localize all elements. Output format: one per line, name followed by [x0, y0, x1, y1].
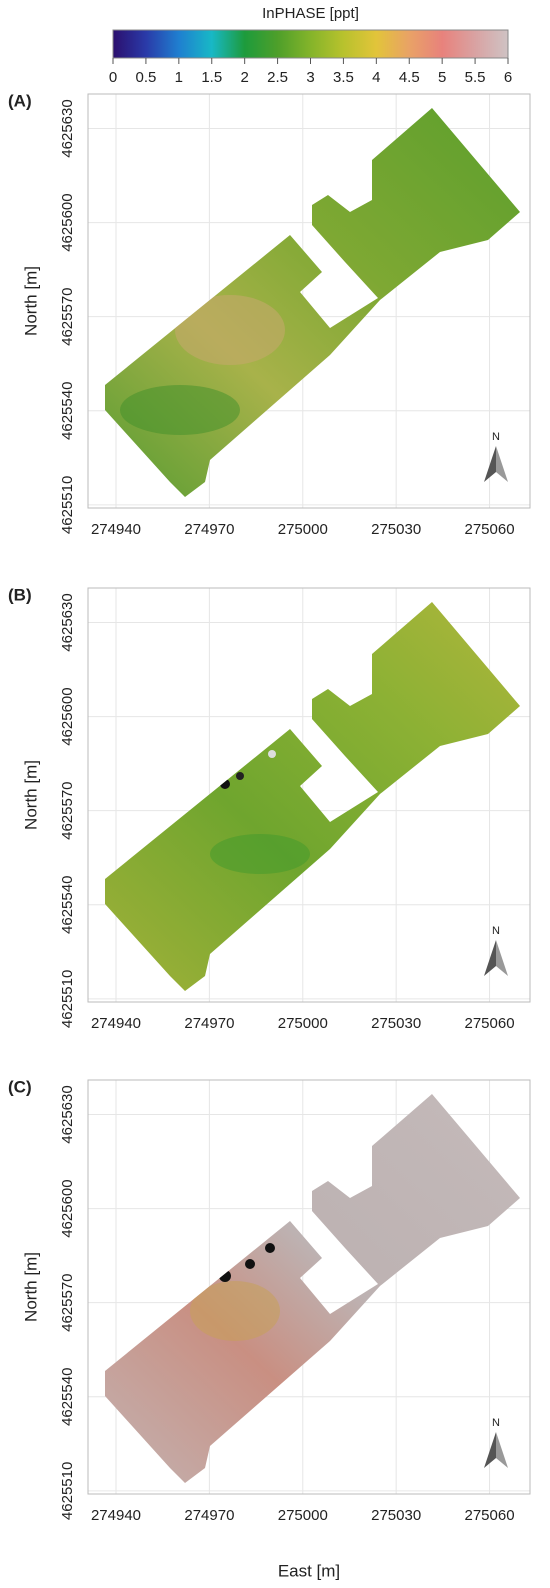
y-tick-label: 4625600: [59, 687, 76, 745]
x-tick-label: 274940: [91, 521, 141, 538]
colorbar-tick-label: 2.5: [267, 69, 288, 86]
colorbar-tick-label: 0.5: [135, 69, 156, 86]
north-arrow: [496, 940, 508, 976]
colorbar-tick-label: 5.5: [465, 69, 486, 86]
panel-label: (C): [8, 1077, 32, 1096]
colorbar-tick-label: 1: [175, 69, 183, 86]
y-tick-label: 4625600: [59, 1179, 76, 1237]
plot-frame: [87, 587, 531, 1003]
colorbar-tick-label: 3.5: [333, 69, 354, 86]
x-axis-label: East [m]: [278, 1561, 340, 1580]
x-tick-label: 275000: [278, 1507, 328, 1524]
x-tick-label: 274940: [91, 1507, 141, 1524]
x-tick-label: 275060: [465, 1507, 515, 1524]
x-tick-label: 275030: [371, 1015, 421, 1032]
north-arrow: [496, 1432, 508, 1468]
y-axis-label: North [m]: [21, 1252, 40, 1322]
y-tick-label: 4625570: [59, 1273, 76, 1331]
colorbar-tick-label: 5: [438, 69, 446, 86]
colorbar-tick-label: 4.5: [399, 69, 420, 86]
panel-label: (A): [8, 91, 32, 110]
y-tick-label: 4625630: [59, 99, 76, 157]
panel-label: (B): [8, 585, 32, 604]
x-tick-label: 275030: [371, 1507, 421, 1524]
x-tick-label: 275000: [278, 521, 328, 538]
north-arrow: [484, 446, 496, 482]
x-tick-label: 274970: [184, 1015, 234, 1032]
x-tick-label: 274970: [184, 521, 234, 538]
colorbar-title: InPHASE [ppt]: [262, 5, 359, 22]
colorbar-tick-label: 3: [306, 69, 314, 86]
colorbar-tick-label: 6: [504, 69, 512, 86]
y-tick-label: 4625510: [59, 1462, 76, 1520]
plot-frame: [87, 1079, 531, 1495]
y-tick-label: 4625630: [59, 1085, 76, 1143]
colorbar-bar: [112, 29, 509, 59]
colorbar-tick-label: 2: [240, 69, 248, 86]
y-tick-label: 4625510: [59, 970, 76, 1028]
x-tick-label: 274970: [184, 1507, 234, 1524]
plot-frame: [87, 93, 531, 509]
north-arrow: [496, 446, 508, 482]
map-panel: 274940 274970 275000 275030 275060 4625510 462…: [8, 91, 531, 538]
y-axis-label: North [m]: [21, 760, 40, 830]
x-tick-label: 275000: [278, 1015, 328, 1032]
y-tick-label: 4625540: [59, 1368, 76, 1426]
colorbar-tick-label: 1.5: [201, 69, 222, 86]
y-tick-label: 4625630: [59, 593, 76, 651]
y-tick-label: 4625540: [59, 382, 76, 440]
colorbar-tick-label: 0: [109, 69, 117, 86]
x-tick-label: 275030: [371, 521, 421, 538]
map-panel: 274940 274970 275000 275030 275060 4625510 462…: [8, 585, 531, 1032]
x-tick-label: 275060: [465, 521, 515, 538]
colorbar: InPHASE [ppt] 0 0.5 1 1.5 2 2.5 3 3.5 4 4.5 5 5.5 6: [109, 5, 512, 86]
north-label: N: [492, 431, 500, 443]
y-axis-label: North [m]: [21, 266, 40, 336]
y-tick-label: 4625570: [59, 781, 76, 839]
colorbar-tick-label: 4: [372, 69, 380, 86]
y-tick-label: 4625540: [59, 876, 76, 934]
north-arrow: [484, 940, 496, 976]
map-panel: 274940 274970 275000 275030 275060 4625510 462…: [8, 1077, 531, 1524]
y-tick-label: 4625510: [59, 476, 76, 534]
north-label: N: [492, 925, 500, 937]
north-arrow: [484, 1432, 496, 1468]
x-tick-label: 274940: [91, 1015, 141, 1032]
north-label: N: [492, 1417, 500, 1429]
x-tick-label: 275060: [465, 1015, 515, 1032]
y-tick-label: 4625570: [59, 287, 76, 345]
y-tick-label: 4625600: [59, 193, 76, 251]
